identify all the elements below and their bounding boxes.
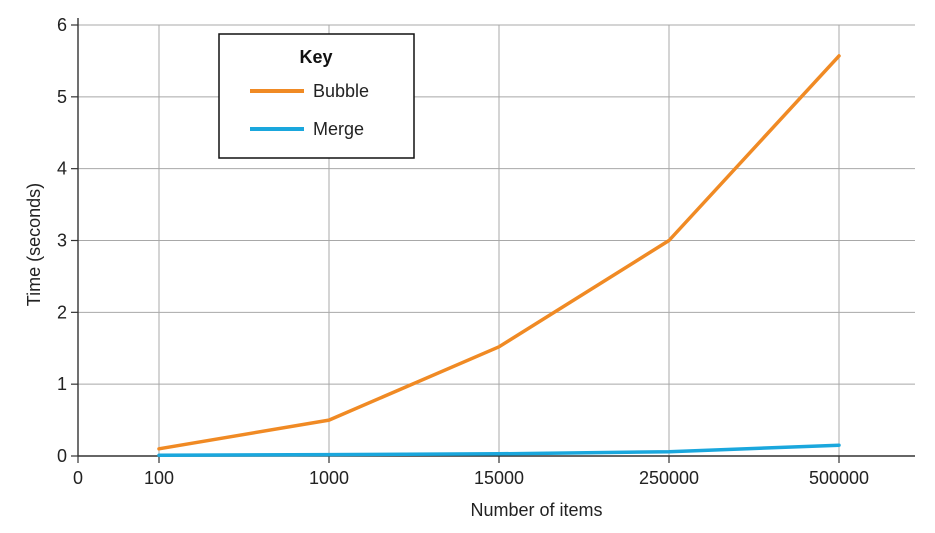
y-tick-labels: 0 1 2 3 4 5 6 (57, 15, 67, 466)
legend: Key Bubble Merge (218, 33, 415, 159)
legend-label-merge: Merge (313, 119, 364, 139)
y-tick-label: 5 (57, 87, 67, 107)
x-tick-label: 1000 (309, 468, 349, 488)
grid (78, 24, 915, 456)
y-tick-label: 3 (57, 231, 67, 251)
y-tick-label: 6 (57, 15, 67, 35)
y-tick-label: 4 (57, 159, 67, 179)
legend-box (218, 33, 415, 159)
legend-title: Key (299, 47, 332, 67)
y-tick-label: 0 (57, 446, 67, 466)
x-tick-labels: 0 100 1000 15000 250000 500000 (73, 468, 869, 488)
x-axis-title: Number of items (470, 500, 602, 520)
x-origin-label: 0 (73, 468, 83, 488)
y-tick-label: 2 (57, 302, 67, 322)
legend-items: Bubble Merge (250, 81, 369, 139)
x-tick-label: 250000 (639, 468, 699, 488)
series-line-bubble (157, 54, 841, 451)
x-tick-label: 100 (144, 468, 174, 488)
series-lines (157, 54, 841, 458)
y-tick-label: 1 (57, 374, 67, 394)
series-line-merge (157, 443, 841, 458)
legend-label-bubble: Bubble (313, 81, 369, 101)
x-tick-label: 500000 (809, 468, 869, 488)
y-axis-title: Time (seconds) (24, 183, 44, 306)
x-tick-label: 15000 (474, 468, 524, 488)
